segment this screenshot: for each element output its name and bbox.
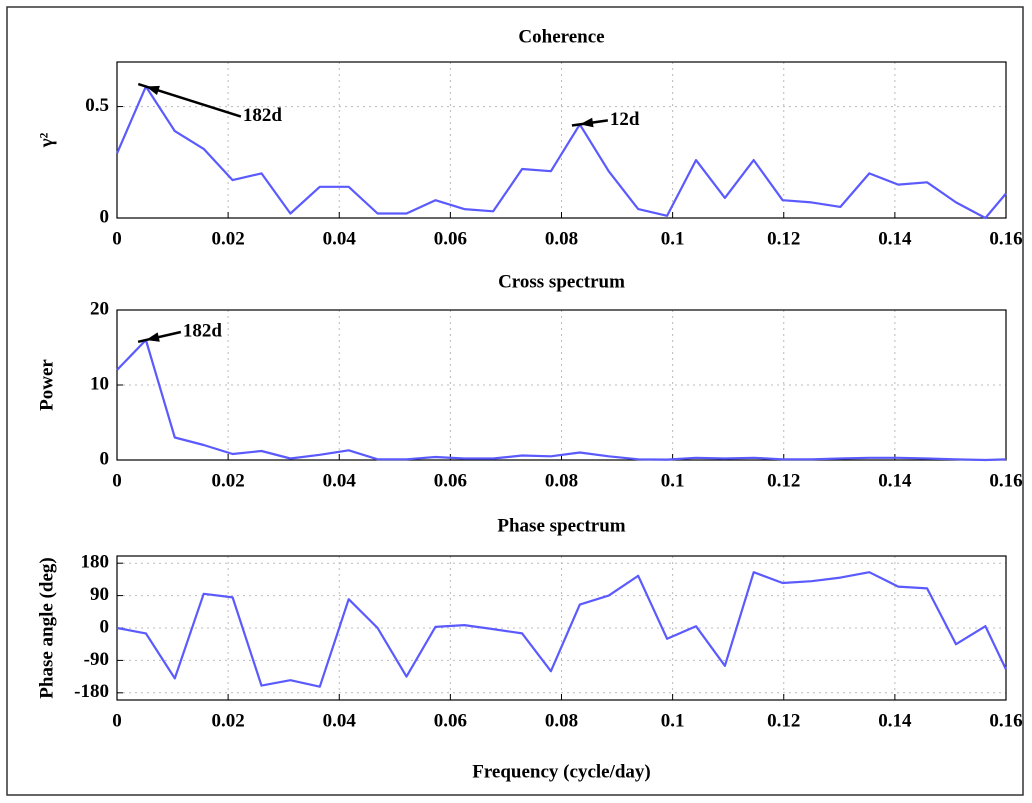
y-tick-label: 180 <box>81 552 110 573</box>
x-tick-label: 0.04 <box>323 228 357 249</box>
x-tick-label: 0.16 <box>989 470 1022 491</box>
x-axis-label: Frequency (cycle/day) <box>472 761 651 782</box>
y-tick-label: 10 <box>90 373 109 394</box>
x-tick-label: 0.02 <box>212 228 245 249</box>
x-tick-label: 0.04 <box>323 470 357 491</box>
x-tick-label: 0.06 <box>434 228 467 249</box>
plot-area <box>116 61 1007 219</box>
x-tick-label: 0.14 <box>878 710 912 731</box>
annotation-arrowhead <box>579 117 594 128</box>
plot-title: Coherence <box>518 26 604 47</box>
y-axis-label: γ² <box>36 132 57 148</box>
x-tick-label: 0.08 <box>545 228 578 249</box>
x-tick-label: 0.08 <box>545 470 578 491</box>
x-tick-label: 0.08 <box>545 710 578 731</box>
plot-title: Cross spectrum <box>498 271 625 292</box>
y-tick-label: 0.5 <box>85 95 109 116</box>
y-tick-label: 90 <box>90 584 109 605</box>
plot-area <box>116 309 1007 461</box>
x-tick-label: 0.14 <box>878 470 912 491</box>
x-tick-label: 0 <box>112 710 122 731</box>
y-tick-label: 0 <box>100 616 110 637</box>
x-tick-label: 0.12 <box>767 470 800 491</box>
x-tick-label: 0.02 <box>212 470 245 491</box>
x-tick-label: 0.06 <box>434 710 467 731</box>
x-tick-label: 0 <box>112 470 122 491</box>
x-tick-label: 0.1 <box>661 228 685 249</box>
plot-title: Phase spectrum <box>497 515 625 536</box>
annotation-label: 182d <box>243 105 283 126</box>
x-tick-label: 0.12 <box>767 710 800 731</box>
x-tick-label: 0.12 <box>767 228 800 249</box>
x-tick-label: 0.1 <box>661 470 685 491</box>
x-tick-label: 0.14 <box>878 228 912 249</box>
annotation-label: 12d <box>610 109 640 130</box>
x-tick-label: 0.1 <box>661 710 685 731</box>
x-tick-label: 0 <box>112 228 122 249</box>
annotation-label: 182d <box>183 320 223 341</box>
x-tick-label: 0.16 <box>989 228 1022 249</box>
y-tick-label: -180 <box>74 681 109 702</box>
data-line <box>116 338 1007 462</box>
y-tick-label: 20 <box>90 298 109 319</box>
y-axis-label: Phase angle (deg) <box>36 557 57 698</box>
y-tick-label: -90 <box>84 649 109 670</box>
annotation-arrow <box>137 330 182 344</box>
y-tick-label: 0 <box>100 206 110 227</box>
x-tick-label: 0.06 <box>434 470 467 491</box>
annotation-arrowhead <box>145 85 160 96</box>
annotation-arrowhead <box>145 332 160 342</box>
x-tick-label: 0.02 <box>212 710 245 731</box>
y-axis-label: Power <box>36 359 57 411</box>
data-line <box>116 571 1007 688</box>
x-tick-label: 0.16 <box>989 710 1022 731</box>
frame <box>6 6 1024 796</box>
x-tick-label: 0.04 <box>323 710 357 731</box>
data-line <box>115 85 1007 220</box>
y-tick-label: 0 <box>100 448 110 469</box>
